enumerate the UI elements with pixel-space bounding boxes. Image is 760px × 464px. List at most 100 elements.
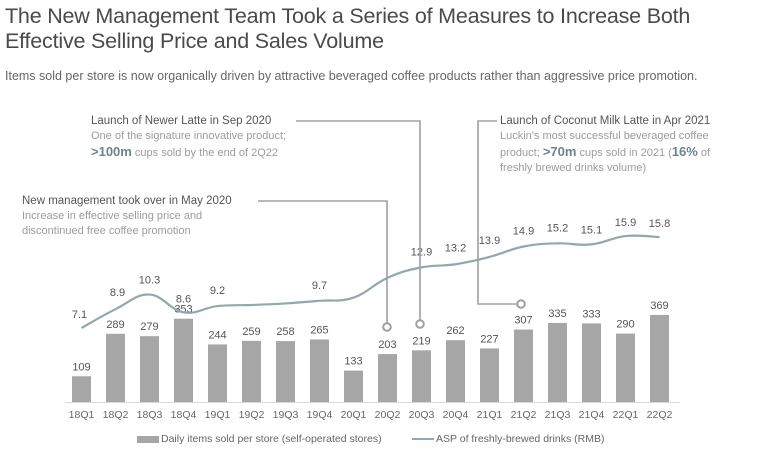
- x-tick-21Q2: 21Q2: [511, 409, 537, 421]
- line-label-18Q3: 10.3: [139, 275, 160, 287]
- page-title: The New Management Team Took a Series of…: [5, 4, 691, 53]
- bar-label-18Q3: 279: [140, 321, 158, 333]
- x-tick-19Q2: 19Q2: [239, 409, 265, 421]
- line-label-19Q4: 9.7: [312, 280, 327, 292]
- bar-19Q4: [310, 339, 329, 402]
- callout-connector-coconut-latte: [477, 120, 517, 305]
- callout-marker-new-management: [382, 322, 392, 332]
- bar-21Q3: [548, 322, 567, 402]
- x-tick-18Q2: 18Q2: [103, 409, 129, 421]
- bar-21Q1: [480, 348, 499, 402]
- bar-label-20Q4: 262: [446, 325, 464, 337]
- bar-22Q1: [616, 333, 635, 402]
- line-label-19Q1: 9.2: [210, 285, 225, 297]
- x-tick-18Q3: 18Q3: [137, 409, 163, 421]
- line-label-18Q1: 7.1: [72, 309, 87, 321]
- bar-21Q4: [582, 323, 601, 402]
- bar-label-22Q1: 290: [616, 319, 634, 331]
- bar-18Q3: [140, 336, 159, 402]
- line-label-21Q3: 15.2: [547, 222, 568, 234]
- bar-21Q2: [514, 329, 533, 402]
- x-tick-22Q2: 22Q2: [647, 409, 673, 421]
- callout-connector-newer-latte: [296, 120, 421, 320]
- annotation-highlight: >70m: [542, 144, 577, 159]
- bar-label-19Q4: 265: [310, 324, 328, 336]
- legend-item-line: ASP of freshly-brewed drinks (RMB): [412, 433, 604, 445]
- x-tick-19Q1: 19Q1: [205, 409, 231, 421]
- line-label-21Q4: 15.1: [581, 224, 602, 236]
- x-tick-19Q3: 19Q3: [273, 409, 299, 421]
- legend-line-swatch: [412, 438, 434, 441]
- annotation-heading: New management took over in May 2020: [22, 195, 232, 207]
- callout-marker-coconut-latte: [516, 299, 526, 309]
- bar-19Q1: [208, 344, 227, 402]
- line-label-21Q1: 13.9: [479, 235, 500, 247]
- line-label-22Q1: 15.9: [615, 217, 636, 229]
- x-tick-20Q3: 20Q3: [409, 409, 435, 421]
- annotation-text: of: [697, 147, 711, 159]
- bar-label-22Q2: 369: [650, 300, 668, 312]
- bar-label-21Q1: 227: [480, 333, 498, 345]
- annotation-new-management: New management took over in May 2020 Inc…: [22, 194, 232, 239]
- annotation-highlight: 16%: [671, 144, 698, 159]
- annotation-heading: Launch of Coconut Milk Latte in Apr 2021: [500, 115, 711, 127]
- legend-item-bars: Daily items sold per store (self-operate…: [137, 433, 382, 445]
- annotation-text: discontinued free coffee promotion: [22, 225, 191, 237]
- line-label-22Q2: 15.8: [649, 218, 670, 230]
- annotation-text: Increase in effective selling price and: [22, 210, 203, 222]
- x-tick-21Q3: 21Q3: [545, 409, 571, 421]
- legend-label: Daily items sold per store (self-operate…: [161, 433, 382, 445]
- x-tick-21Q1: 21Q1: [477, 409, 503, 421]
- bar-label-19Q1: 244: [208, 329, 226, 341]
- bar-22Q2: [650, 314, 669, 402]
- annotation-heading: Launch of Newer Latte in Sep 2020: [91, 115, 272, 127]
- bar-label-18Q2: 289: [106, 319, 124, 331]
- bar-label-21Q4: 333: [582, 308, 600, 320]
- annotation-text: Luckin's most successful beveraged coffe…: [500, 130, 709, 142]
- x-tick-22Q1: 22Q1: [613, 409, 639, 421]
- bar-20Q1: [344, 370, 363, 402]
- legend-bar-swatch: [137, 435, 159, 443]
- x-tick-18Q4: 18Q4: [171, 409, 197, 421]
- line-label-18Q2: 8.9: [110, 287, 125, 299]
- bar-18Q4: [174, 318, 193, 402]
- bar-20Q3: [412, 350, 431, 402]
- bar-18Q2: [106, 333, 125, 402]
- annotation-text: freshly brewed drinks volume): [500, 162, 647, 174]
- annotation-text: cups sold in 2021 (: [576, 147, 672, 159]
- annotation-text: product;: [500, 147, 543, 159]
- bar-label-20Q3: 219: [412, 335, 430, 347]
- bar-20Q4: [446, 340, 465, 402]
- x-tick-18Q1: 18Q1: [69, 409, 95, 421]
- line-label-21Q2: 14.9: [513, 225, 534, 237]
- asp-line: [80, 234, 660, 329]
- x-tick-20Q1: 20Q1: [341, 409, 367, 421]
- bar-label-19Q2: 259: [242, 326, 260, 338]
- line-label-20Q3: 12.9: [411, 246, 432, 258]
- callout-connector-new-management: [258, 200, 388, 323]
- bar-19Q3: [276, 341, 295, 402]
- annotation-highlight: >100m: [91, 144, 132, 159]
- bar-label-20Q1: 133: [344, 356, 362, 368]
- bar-label-21Q3: 335: [548, 308, 566, 320]
- bar-19Q2: [242, 340, 261, 402]
- page-subtitle: Items sold per store is now organically …: [5, 69, 698, 83]
- legend-label: ASP of freshly-brewed drinks (RMB): [436, 433, 605, 445]
- x-tick-20Q2: 20Q2: [375, 409, 401, 421]
- x-tick-19Q4: 19Q4: [307, 409, 333, 421]
- annotation-text: cups sold by the end of 2Q22: [131, 147, 278, 159]
- x-tick-20Q4: 20Q4: [443, 409, 469, 421]
- bar-label-21Q2: 307: [514, 315, 532, 327]
- annotation-coconut-latte: Launch of Coconut Milk Latte in Apr 2021…: [500, 114, 710, 176]
- bar-label-19Q3: 258: [276, 326, 294, 338]
- line-label-18Q4: 8.6: [176, 293, 191, 305]
- callout-marker-newer-latte: [415, 319, 425, 329]
- bar-label-18Q1: 109: [72, 361, 90, 373]
- line-label-20Q4: 13.2: [445, 242, 466, 254]
- x-tick-21Q4: 21Q4: [579, 409, 605, 421]
- bar-18Q1: [72, 376, 91, 402]
- bar-20Q2: [378, 354, 397, 402]
- annotation-text: One of the signature innovative product;: [91, 130, 287, 142]
- annotation-newer-latte: Launch of Newer Latte in Sep 2020 One of…: [91, 114, 286, 161]
